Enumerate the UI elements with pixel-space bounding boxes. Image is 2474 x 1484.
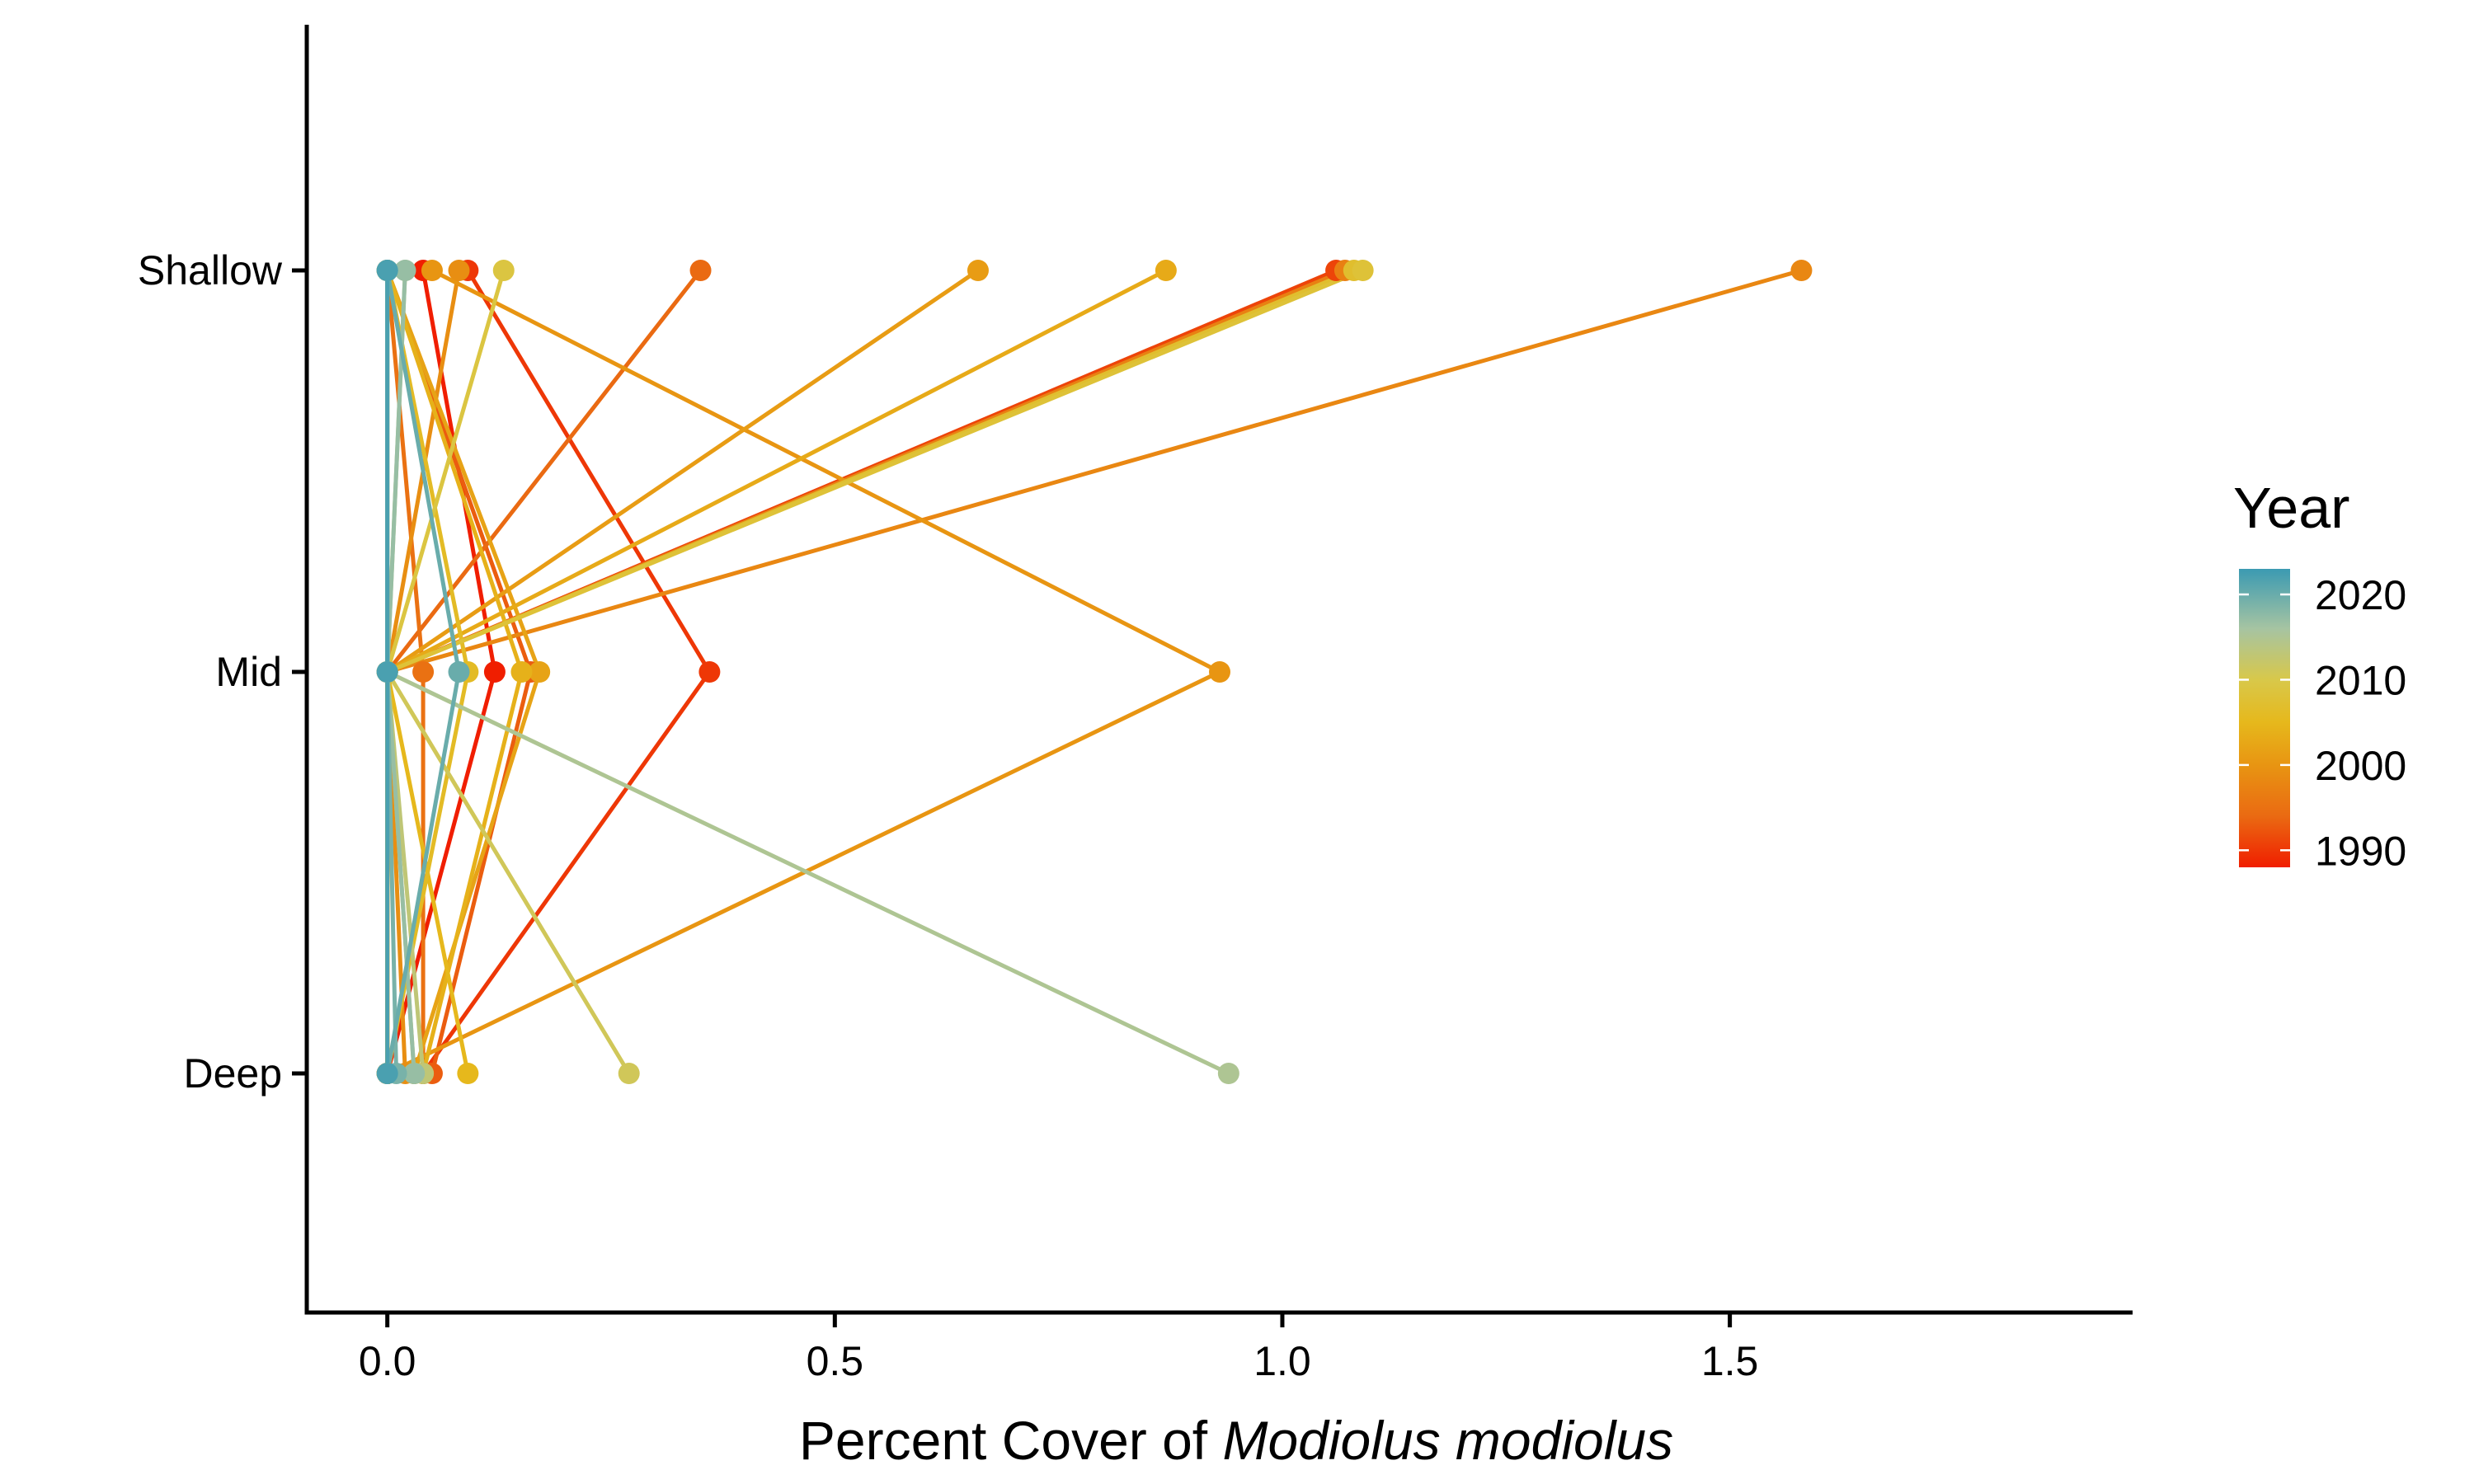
x-tick-label: 1.5	[1701, 1338, 1759, 1384]
series-points	[376, 260, 1813, 1084]
point-2022-shallow	[376, 260, 398, 281]
point-2000-shallow	[421, 260, 443, 281]
x-axis-title-prefix: Percent Cover of	[799, 1410, 1223, 1471]
point-2009-shallow	[492, 260, 515, 281]
legend-title: Year	[2233, 476, 2349, 540]
y-tick-label-shallow: Shallow	[138, 247, 283, 294]
legend-label-1990: 1990	[2315, 828, 2406, 874]
x-axis-title-species: Modiolus modiolus	[1222, 1410, 1673, 1471]
point-1994-shallow	[689, 260, 712, 281]
x-tick-label: 1.0	[1253, 1338, 1311, 1384]
legend-label-2020: 2020	[2315, 572, 2406, 618]
point-1988-mid	[483, 661, 506, 683]
point-2017-shallow	[394, 260, 416, 281]
x-tick-label: 0.0	[359, 1338, 416, 1384]
point-2001-shallow	[967, 260, 989, 281]
point-2015-deep	[1217, 1063, 1239, 1084]
x-axis-ticks: 0.0 0.5 1.0 1.5	[359, 1313, 1758, 1384]
point-1999-shallow	[448, 260, 470, 281]
legend-label-2000: 2000	[2315, 743, 2406, 789]
point-2017-deep	[403, 1063, 426, 1084]
point-2003-shallow	[1155, 260, 1177, 281]
x-tick-label: 0.5	[807, 1338, 864, 1384]
point-2022-mid	[376, 661, 398, 683]
point-1995-mid	[412, 661, 435, 683]
year-legend: Year 2020 2010 2000 1990	[2233, 476, 2406, 874]
point-2022-deep	[376, 1063, 398, 1084]
legend-label-2010: 2010	[2315, 657, 2406, 703]
point-2004-mid	[510, 661, 533, 683]
point-1990-mid	[698, 661, 721, 683]
y-tick-label-mid: Mid	[215, 649, 282, 695]
point-2008-shallow	[1352, 260, 1374, 281]
point-2002-mid	[529, 661, 551, 683]
point-2000-mid	[1209, 661, 1230, 683]
point-2011-deep	[618, 1063, 640, 1084]
x-axis-title: Percent Cover of Modiolus modiolus	[799, 1410, 1673, 1471]
series-lines	[385, 268, 1803, 1076]
series-line-1998	[385, 268, 1803, 1073]
legend-color-bar	[2239, 569, 2290, 867]
point-2005-deep	[457, 1063, 479, 1084]
y-tick-label-deep: Deep	[183, 1050, 282, 1097]
series-line-1988	[385, 270, 497, 1074]
y-axis-ticks: Shallow Mid Deep	[138, 247, 307, 1097]
point-2020-mid	[448, 661, 470, 683]
point-1998-shallow	[1790, 260, 1813, 281]
legend-ticks: 2020 2010 2000 1990	[2239, 572, 2406, 874]
